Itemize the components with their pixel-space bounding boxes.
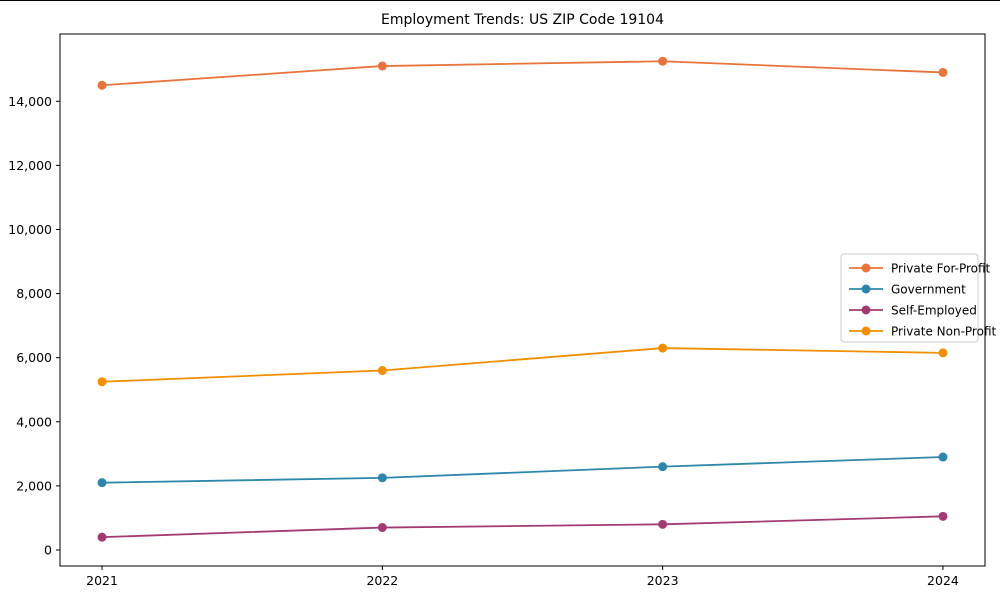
- chart-title: Employment Trends: US ZIP Code 19104: [381, 12, 664, 28]
- plot-frame: [59, 33, 986, 567]
- y-tick-label: 2,000: [16, 478, 52, 493]
- y-tick-label: 6,000: [16, 350, 52, 365]
- x-tick-label: 2022: [366, 573, 398, 588]
- y-tick-label: 12,000: [8, 158, 52, 173]
- y-tick-label: 10,000: [8, 222, 52, 237]
- data-point-marker: [938, 452, 948, 462]
- legend-label: Government: [891, 283, 966, 297]
- x-tick-label: 2021: [86, 573, 118, 588]
- data-point-marker: [658, 56, 668, 66]
- legend-marker: [861, 263, 871, 273]
- legend-marker: [861, 284, 871, 294]
- y-tick-label: 0: [44, 542, 52, 557]
- data-point-marker: [377, 366, 387, 376]
- legend-label: Private Non-Profit: [891, 325, 997, 339]
- x-tick-label: 2023: [647, 573, 679, 588]
- data-point-marker: [97, 478, 107, 488]
- y-tick-label: 14,000: [8, 94, 52, 109]
- data-point-marker: [938, 511, 948, 521]
- data-point-marker: [658, 343, 668, 353]
- x-tick-label: 2024: [927, 573, 959, 588]
- y-tick-label: 4,000: [16, 414, 52, 429]
- y-tick-label: 8,000: [16, 286, 52, 301]
- data-point-marker: [97, 532, 107, 542]
- legend-marker: [861, 326, 871, 336]
- series-line-private-non-profit: [102, 347, 943, 383]
- series-line-government: [102, 456, 943, 484]
- legend-marker: [861, 305, 871, 315]
- data-point-marker: [97, 377, 107, 387]
- data-point-marker: [938, 67, 948, 77]
- data-point-marker: [377, 473, 387, 483]
- legend-box: [840, 253, 979, 343]
- data-point-marker: [97, 80, 107, 90]
- legend-label: Self-Employed: [891, 304, 977, 318]
- series-line-private-for-profit: [101, 60, 943, 87]
- data-point-marker: [938, 348, 948, 358]
- legend-label: Private For-Profit: [891, 262, 991, 276]
- data-point-marker: [377, 61, 387, 71]
- series-line-self-employed: [102, 515, 943, 539]
- data-point-marker: [658, 462, 668, 472]
- data-point-marker: [658, 519, 668, 529]
- data-point-marker: [377, 523, 387, 533]
